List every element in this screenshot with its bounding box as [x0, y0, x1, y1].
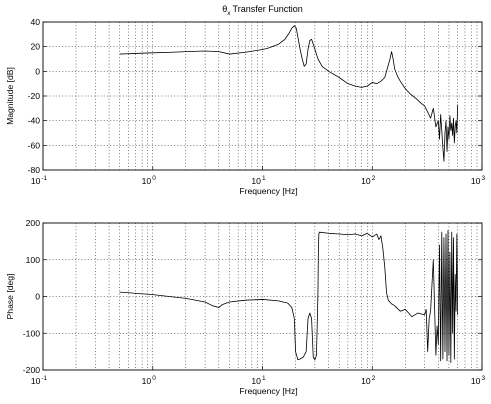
- magnitude-y-axis-label: Magnitude [dB]: [5, 67, 15, 125]
- phase-x-tick-label: 102: [361, 375, 376, 386]
- chart-title: θx Transfer Function: [222, 4, 302, 17]
- magnitude-y-tick-label: 20: [30, 42, 40, 52]
- phase-x-axis-label: Frequency [Hz]: [239, 386, 297, 396]
- phase-x-tick-label: 10-1: [31, 375, 48, 386]
- magnitude-x-tick-label: 101: [251, 175, 266, 186]
- magnitude-y-tick-label: -80: [28, 165, 41, 175]
- magnitude-x-tick-label: 100: [142, 175, 157, 186]
- magnitude-x-tick-label: 103: [471, 175, 486, 186]
- phase-y-tick-label: 0: [35, 292, 40, 302]
- magnitude-y-tick-label: 40: [30, 17, 40, 27]
- phase-vertical-gridlines: [75, 223, 478, 370]
- phase-y-axis-label: Phase [deg]: [5, 274, 15, 320]
- phase-x-tick-label: 101: [251, 375, 266, 386]
- phase-y-tick-label: -200: [23, 365, 40, 375]
- phase-series-line: [119, 229, 459, 364]
- magnitude-y-tick-label: -40: [28, 116, 41, 126]
- magnitude-series-line: [119, 25, 459, 162]
- magnitude-y-tick-label: -60: [28, 140, 41, 150]
- magnitude-x-tick-label: 10-1: [31, 175, 48, 186]
- phase-x-tick-label: 103: [471, 375, 486, 386]
- magnitude-x-tick-label: 102: [361, 175, 376, 186]
- phase-y-tick-label: 100: [26, 255, 41, 265]
- magnitude-x-axis-label: Frequency [Hz]: [239, 186, 297, 196]
- magnitude-y-tick-label: 0: [35, 66, 40, 76]
- phase-y-tick-label: -100: [23, 328, 40, 338]
- phase-y-tick-label: 200: [26, 218, 41, 228]
- phase-x-tick-label: 100: [142, 375, 157, 386]
- magnitude-y-tick-label: -20: [28, 91, 41, 101]
